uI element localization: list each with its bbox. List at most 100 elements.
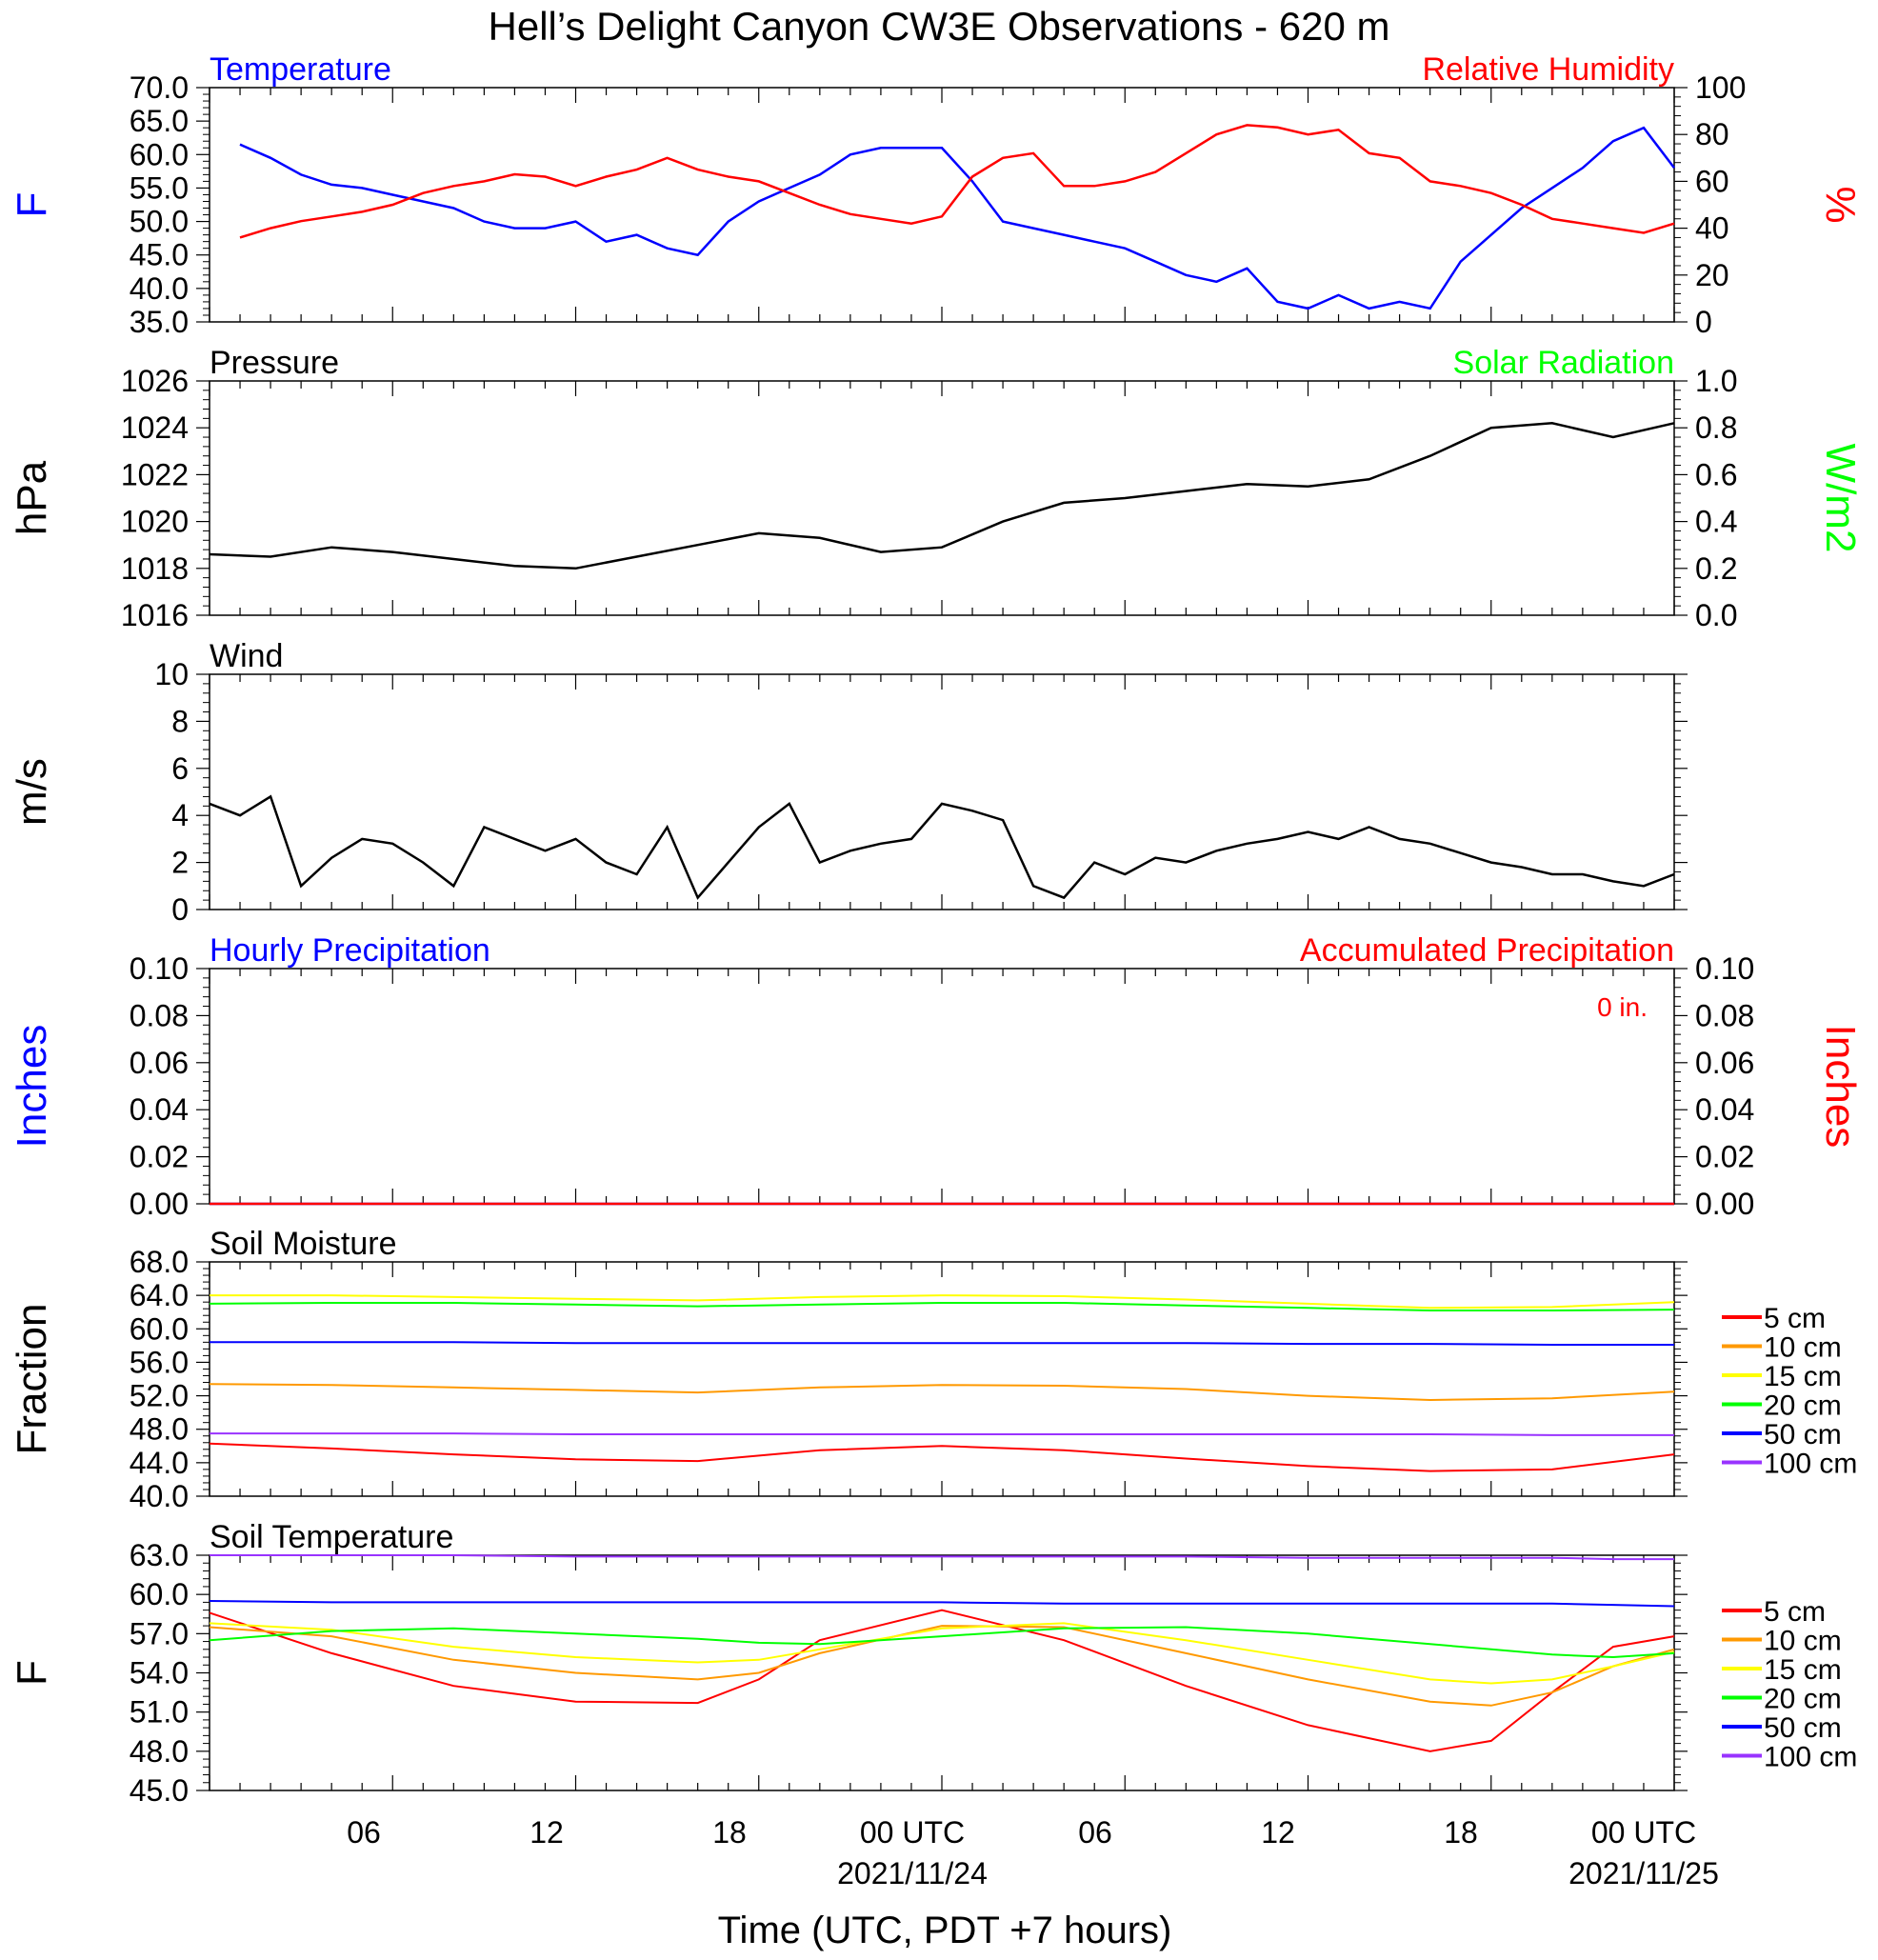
y-tick-label-left: 60.0 xyxy=(130,137,189,171)
time-tick-label: 06 xyxy=(347,1815,381,1850)
legend-label: 20 cm xyxy=(1764,1684,1842,1715)
date-label: 2021/11/24 xyxy=(837,1856,988,1890)
y-unit-right: W/m2 xyxy=(1817,444,1864,553)
legend-label: 15 cm xyxy=(1764,1361,1842,1392)
y-tick-label-left: 55.0 xyxy=(130,170,189,205)
time-tick-label: 12 xyxy=(529,1815,564,1850)
y-tick-label-left: 56.0 xyxy=(130,1345,189,1379)
y-tick-label-left: 64.0 xyxy=(130,1278,189,1312)
legend-label: 10 cm xyxy=(1764,1626,1842,1657)
panel-title-left: Soil Moisture xyxy=(210,1226,397,1262)
accumulated-label: 0 in. xyxy=(1597,992,1648,1022)
panel-title-left: Soil Temperature xyxy=(210,1519,453,1555)
y-unit-right: Inches xyxy=(1817,1025,1864,1149)
time-axis-label: Time (UTC, PDT +7 hours) xyxy=(718,1910,1172,1951)
y-tick-label-left: 1024 xyxy=(121,410,189,445)
panel-soil-moisture: 68.064.060.056.052.048.044.040.0 Soil Moi… xyxy=(9,1226,1857,1513)
y-tick-label-right: 0.02 xyxy=(1695,1140,1754,1174)
y-tick-label-left: 1022 xyxy=(121,457,189,491)
y-tick-label-left: 35.0 xyxy=(130,305,189,339)
legend-label: 15 cm xyxy=(1764,1654,1842,1686)
y-tick-label-left: 4 xyxy=(171,798,189,832)
legend-label: 100 cm xyxy=(1764,1449,1857,1480)
series-100-cm xyxy=(210,1432,1674,1436)
y-tick-label-left: 0.08 xyxy=(130,998,189,1032)
panel-title-left: Pressure xyxy=(210,345,339,381)
panel-frame xyxy=(209,673,1675,910)
y-tick-label-left: 2 xyxy=(171,846,189,880)
y-tick-label-left: 57.0 xyxy=(130,1616,189,1650)
panel-title-left: Temperature xyxy=(210,51,391,88)
panel-wind: 10 8 6 4 2 0 Wind m/s xyxy=(9,638,1688,927)
y-tick-label-right: 40 xyxy=(1695,211,1729,246)
time-tick-label: 12 xyxy=(1261,1815,1295,1850)
y-tick-label-right: 0.10 xyxy=(1695,951,1754,986)
y-unit-left: F xyxy=(9,192,55,218)
y-tick-label-left: 1026 xyxy=(121,364,189,398)
panel-precipitation: 0.10 0.08 0.06 0.04 0.02 0.00 0.10 0.08 0.06 0.04… xyxy=(9,932,1864,1221)
legend-label: 20 cm xyxy=(1764,1390,1842,1422)
y-tick-label-left: 40.0 xyxy=(130,1479,189,1513)
y-tick-label-left: 65.0 xyxy=(130,104,189,138)
y-tick-label-left: 0.02 xyxy=(130,1140,189,1174)
y-tick-label-right: 0.0 xyxy=(1695,598,1737,632)
panel-frame xyxy=(209,1554,1675,1791)
series-50-cm xyxy=(210,1341,1674,1346)
y-tick-label-left: 52.0 xyxy=(130,1379,189,1413)
y-tick-label-left: 45.0 xyxy=(130,1773,189,1808)
y-tick-label-left: 40.0 xyxy=(130,271,189,306)
y-tick-label-right: 0.4 xyxy=(1695,505,1737,539)
y-tick-label-right: 1.0 xyxy=(1695,364,1737,398)
time-tick-label: 18 xyxy=(712,1815,747,1850)
y-tick-label-right: 0.8 xyxy=(1695,410,1737,445)
chart-title: Hell’s Delight Canyon CW3E Observations … xyxy=(489,4,1390,49)
series-20-cm xyxy=(209,1626,1675,1659)
y-tick-label-left: 70.0 xyxy=(130,70,189,105)
panel-frame xyxy=(209,87,1675,323)
time-tick-label: 06 xyxy=(1078,1815,1112,1850)
panels: 70.065.060.055.050.045.040.035.010080604… xyxy=(9,51,1864,1808)
y-tick-label-left: 0.04 xyxy=(130,1092,189,1127)
panel-pressure-solar: 1026 1024 1022 1020 1018 1016 1.0 0.8 0.6 0.4 0.2 0… xyxy=(9,345,1864,632)
series-10-cm xyxy=(209,1383,1675,1402)
y-tick-label-left: 60.0 xyxy=(130,1311,189,1346)
y-tick-label-right: 0.2 xyxy=(1695,551,1737,586)
y-tick-label-left: 44.0 xyxy=(130,1446,189,1480)
y-tick-label-right: 60 xyxy=(1695,164,1729,198)
y-tick-label-left: 51.0 xyxy=(130,1695,189,1730)
time-tick-label: 18 xyxy=(1444,1815,1478,1850)
y-tick-label-left: 1020 xyxy=(121,505,189,539)
legend-label: 50 cm xyxy=(1764,1712,1842,1744)
y-tick-label-left: 45.0 xyxy=(130,238,189,272)
legend-label: 50 cm xyxy=(1764,1419,1842,1450)
y-tick-label-right: 80 xyxy=(1695,117,1729,151)
y-tick-label-left: 0 xyxy=(171,892,189,927)
panel-temperature-rh: 70.065.060.055.050.045.040.035.0 100 80 60 4… xyxy=(9,51,1864,339)
y-unit-right: % xyxy=(1817,186,1864,223)
legend-label: 5 cm xyxy=(1764,1303,1826,1334)
series-temperature xyxy=(239,126,1675,310)
y-tick-label-right: 20 xyxy=(1695,258,1729,292)
series-15-cm xyxy=(210,1294,1675,1310)
series-5-cm xyxy=(209,1442,1675,1472)
legend-label: 5 cm xyxy=(1764,1596,1826,1628)
y-tick-label-left: 68.0 xyxy=(130,1245,189,1279)
panel-soil-temperature: 63.0 60.0 57.0 54.0 51.0 48.0 45.0 Soil Tempera… xyxy=(9,1519,1857,1808)
y-tick-label-right: 0.06 xyxy=(1695,1046,1754,1080)
y-unit-left: Fraction xyxy=(9,1304,55,1455)
time-tick-label: 00 UTC xyxy=(1591,1815,1696,1850)
panel-title-right: Accumulated Precipitation xyxy=(1300,932,1674,969)
panel-title-left: Hourly Precipitation xyxy=(210,932,490,969)
date-label: 2021/11/25 xyxy=(1568,1856,1719,1890)
y-tick-label-left: 8 xyxy=(171,704,189,738)
legend-label: 100 cm xyxy=(1764,1742,1857,1773)
series-50-cm xyxy=(209,1600,1675,1608)
y-tick-label-right: 0.6 xyxy=(1695,457,1737,491)
y-unit-left: F xyxy=(9,1660,55,1686)
panel-frame xyxy=(209,380,1675,616)
y-tick-label-left: 0.00 xyxy=(130,1187,189,1221)
y-tick-label-right: 0.00 xyxy=(1695,1187,1754,1221)
y-tick-label-left: 48.0 xyxy=(130,1734,189,1769)
y-tick-label-right: 100 xyxy=(1695,70,1746,105)
